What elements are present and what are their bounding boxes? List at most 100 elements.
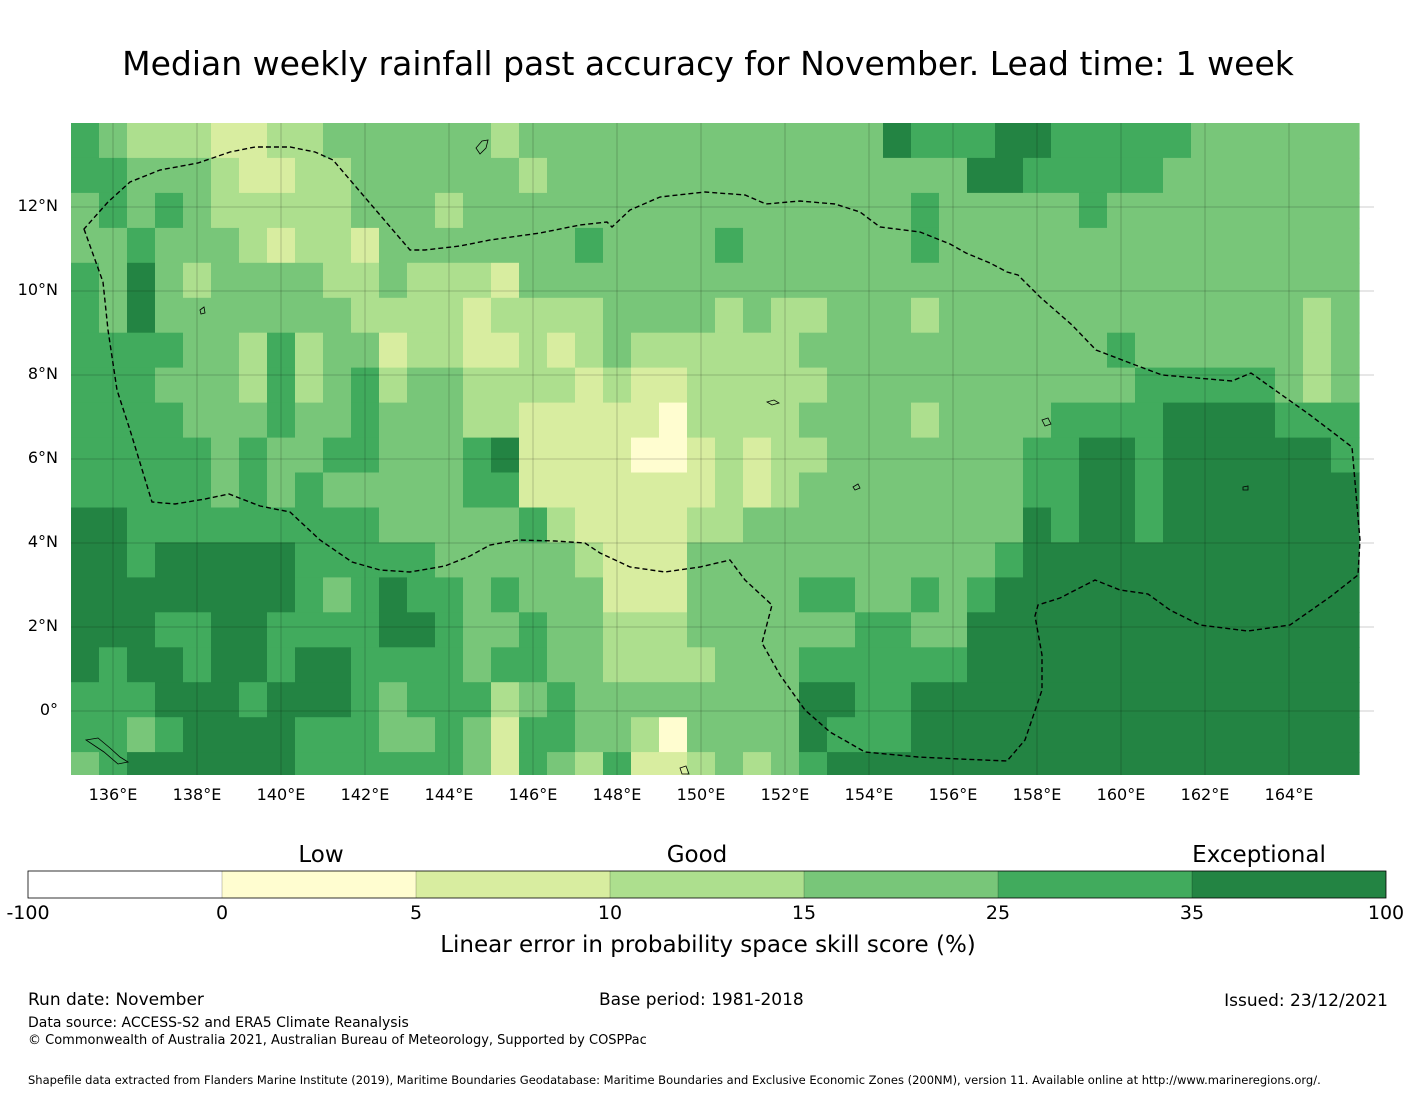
skill-cell <box>1191 577 1220 613</box>
skill-cell <box>519 367 548 404</box>
skill-cell <box>967 647 996 683</box>
skill-cell <box>1191 542 1220 578</box>
skill-cell <box>1303 227 1332 264</box>
skill-cell <box>183 297 212 334</box>
skill-cell <box>659 507 688 544</box>
skill-cell <box>239 577 268 613</box>
skill-cell <box>463 367 492 404</box>
skill-cell <box>127 157 156 194</box>
skill-cell <box>911 192 940 229</box>
lat-label: 12°N <box>17 196 58 215</box>
skill-cell <box>407 717 436 753</box>
skill-cell <box>603 752 632 775</box>
skill-cell <box>715 437 744 474</box>
skill-cell <box>1247 507 1276 544</box>
skill-cell <box>547 123 576 159</box>
skill-cell <box>71 647 100 683</box>
colorbar-tick-label: 100 <box>1367 902 1405 924</box>
skill-cell <box>995 227 1024 264</box>
skill-cell <box>827 157 856 194</box>
skill-cell <box>967 367 996 404</box>
skill-cell <box>127 647 156 683</box>
skill-cell <box>1303 367 1332 404</box>
skill-cell <box>827 612 856 648</box>
skill-cell <box>659 402 688 439</box>
skill-cell <box>127 367 156 404</box>
skill-cell <box>715 682 744 718</box>
skill-cell <box>211 577 240 613</box>
island-outlines <box>84 139 1249 775</box>
lat-label: 8°N <box>27 364 58 383</box>
skill-cell <box>1191 262 1220 299</box>
skill-cell <box>155 192 184 229</box>
skill-cell <box>939 682 968 718</box>
skill-cell <box>743 717 772 753</box>
skill-cell <box>1219 332 1248 369</box>
skill-cell <box>939 157 968 194</box>
island-outline <box>852 483 861 491</box>
skill-cell <box>239 437 268 474</box>
skill-cell <box>1163 192 1192 229</box>
skill-cell <box>519 612 548 648</box>
skill-cell <box>379 647 408 683</box>
skill-cell <box>1163 437 1192 474</box>
skill-cell <box>967 157 996 194</box>
skill-cell <box>799 612 828 648</box>
graticule <box>71 123 1374 775</box>
skill-cell <box>939 472 968 509</box>
skill-cell <box>1107 682 1136 718</box>
skill-cell <box>771 752 800 775</box>
skill-cell <box>1107 507 1136 544</box>
skill-cell <box>1051 647 1080 683</box>
skill-cell <box>239 472 268 509</box>
skill-cell <box>1163 332 1192 369</box>
skill-cell <box>799 717 828 753</box>
skill-cell <box>1107 717 1136 753</box>
skill-cell <box>799 752 828 775</box>
skill-cell <box>1051 507 1080 544</box>
skill-cell <box>1051 192 1080 229</box>
skill-cell <box>323 752 352 775</box>
skill-cell <box>1247 682 1276 718</box>
skill-cell <box>211 157 240 194</box>
skill-cell <box>547 507 576 544</box>
skill-cell <box>1303 682 1332 718</box>
skill-cell <box>99 507 128 544</box>
skill-cell <box>519 647 548 683</box>
skill-cell <box>687 367 716 404</box>
skill-cell <box>603 297 632 334</box>
category-label-exceptional: Exceptional <box>1192 842 1326 868</box>
skill-cell <box>351 717 380 753</box>
skill-cell <box>463 262 492 299</box>
skill-cell <box>687 262 716 299</box>
skill-cell <box>1331 682 1360 718</box>
skill-cell <box>491 192 520 229</box>
skill-cell <box>1079 542 1108 578</box>
skill-cell <box>239 367 268 404</box>
skill-cell <box>715 647 744 683</box>
skill-cell <box>995 157 1024 194</box>
skill-cell <box>127 717 156 753</box>
skill-cell <box>323 542 352 578</box>
skill-cell <box>771 192 800 229</box>
skill-cell <box>1191 472 1220 509</box>
skill-cell <box>743 297 772 334</box>
skill-cell <box>155 437 184 474</box>
skill-cell <box>519 332 548 369</box>
skill-cell <box>771 123 800 159</box>
island-outline <box>84 737 130 765</box>
colorbar-segment <box>222 871 416 898</box>
skill-cell <box>519 577 548 613</box>
skill-cell <box>183 437 212 474</box>
skill-cell <box>855 332 884 369</box>
skill-cell <box>743 507 772 544</box>
lat-label: 0° <box>39 700 58 719</box>
skill-cell <box>127 507 156 544</box>
skill-cell <box>939 507 968 544</box>
skill-cell <box>659 262 688 299</box>
skill-cell <box>855 752 884 775</box>
skill-cell <box>715 262 744 299</box>
skill-cell <box>239 297 268 334</box>
skill-cell <box>1191 332 1220 369</box>
